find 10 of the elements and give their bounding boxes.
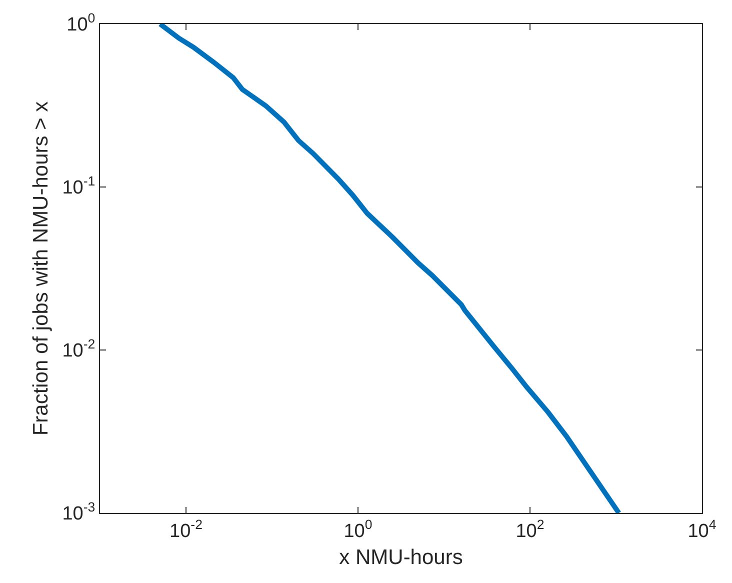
- x-tick-label: 10$^{4}$: [688, 516, 716, 542]
- y-tick-label: 10$^{-3}$: [62, 500, 96, 525]
- y-tick-label: 10$^{-2}$: [62, 336, 96, 362]
- y-axis-title: Fraction of jobs with NMU-hours > x: [29, 100, 52, 436]
- x-axis-title: x NMU-hours: [339, 546, 463, 569]
- x-tick-label: 10$^{0}$: [344, 516, 372, 542]
- y-tick-label: 10$^{0}$: [66, 10, 96, 36]
- x-tick-label: 10$^{2}$: [516, 516, 544, 542]
- y-tick-label: 10$^{-1}$: [62, 174, 96, 199]
- x-tick-label: 10$^{-2}$: [170, 516, 202, 542]
